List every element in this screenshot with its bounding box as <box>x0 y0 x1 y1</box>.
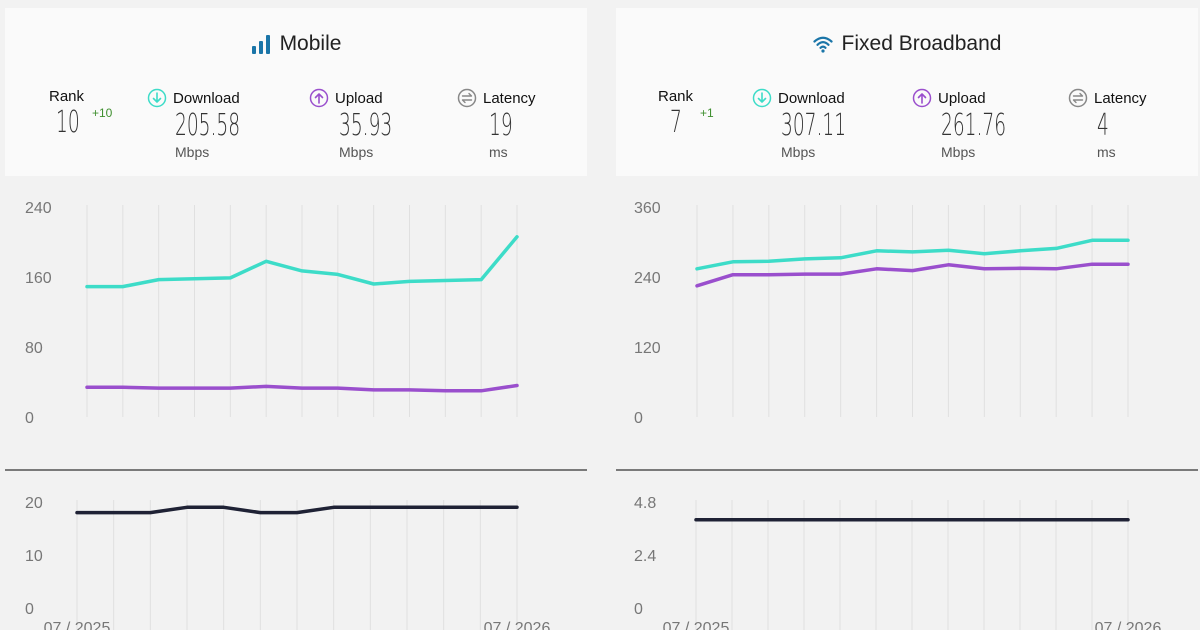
fixed-title-text: Fixed Broadband <box>841 32 1002 55</box>
fixed-panel-title: Fixed Broadband <box>616 32 1198 56</box>
fixed-broadband-chart: 360 240 120 0 4.8 2.4 0 07 / 2025 07 / 2026 <box>616 200 1198 630</box>
latency-unit: ms <box>489 144 508 160</box>
fixed-speed-y-tick-label: 360 <box>634 200 661 217</box>
mobile-speed-y-tick-label: 80 <box>25 340 43 357</box>
rank-value: 10 <box>56 105 80 140</box>
fixed-latency-y-tick-label: 2.4 <box>634 548 656 565</box>
upload-arrow-icon <box>912 88 932 108</box>
fixed-rank-stat: Rank 7 +1 <box>658 88 714 141</box>
fixed-latency-y-tick-label: 0 <box>634 601 643 618</box>
rank-label: Rank <box>658 88 694 105</box>
fixed-upload-stat: Upload 261.76 Mbps <box>912 88 1046 160</box>
upload-unit: Mbps <box>941 144 976 160</box>
latency-value: 4 <box>1097 108 1109 143</box>
fixed-latency-stat: Latency 4 ms <box>1068 88 1147 160</box>
latency-label: Latency <box>483 89 536 107</box>
signal-bars-icon <box>251 35 270 54</box>
latency-value: 19 <box>489 108 513 143</box>
rank-value: 7 <box>670 105 682 140</box>
wifi-icon <box>812 36 833 53</box>
mobile-title-text: Mobile <box>279 32 342 55</box>
mobile-chart: 240 160 80 0 20 10 0 07 / 2025 07 / 2026 <box>5 200 587 630</box>
download-unit: Mbps <box>175 144 210 160</box>
rank-change-badge: +10 <box>92 106 113 120</box>
fixed-latency-x-tick-label: 07 / 2025 <box>663 620 730 630</box>
mobile-speed-y-tick-label: 0 <box>25 410 34 427</box>
upload-label: Upload <box>938 89 986 107</box>
download-label: Download <box>173 89 240 107</box>
latency-icon <box>1068 88 1088 108</box>
download-value: 307.11 <box>781 108 847 143</box>
download-arrow-icon <box>752 88 772 108</box>
upload-value: 35.93 <box>339 108 393 143</box>
mobile-latency-x-tick-label: 07 / 2026 <box>484 620 551 630</box>
mobile-latency-stat: Latency 19 ms <box>457 88 536 160</box>
rank-label: Rank <box>49 88 85 105</box>
mobile-upload-stat: Upload 35.93 Mbps <box>309 88 425 160</box>
download-unit: Mbps <box>781 144 816 160</box>
latency-unit: ms <box>1097 144 1116 160</box>
fixed-speed-y-tick-label: 0 <box>634 410 643 427</box>
mobile-download-stat: Download 205.58 Mbps <box>147 88 280 160</box>
fixed-latency-x-tick-label: 07 / 2026 <box>1095 620 1162 630</box>
mobile-panel-title: Mobile <box>5 32 587 56</box>
fixed-broadband-panel: Fixed Broadband Rank 7 +1 Download 307.1… <box>616 0 1198 630</box>
latency-icon <box>457 88 477 108</box>
mobile-latency-y-tick-label: 20 <box>25 495 43 512</box>
latency-label: Latency <box>1094 89 1147 107</box>
rank-change-badge: +1 <box>700 106 714 120</box>
download-label: Download <box>778 89 845 107</box>
download-arrow-icon <box>147 88 167 108</box>
mobile-latency-x-tick-label: 07 / 2025 <box>44 620 111 630</box>
mobile-panel: Mobile Rank 10 +10 Download 205.58 Mbps <box>5 0 587 630</box>
upload-arrow-icon <box>309 88 329 108</box>
mobile-rank-stat: Rank 10 +10 <box>49 88 112 141</box>
mobile-latency-y-tick-label: 10 <box>25 548 43 565</box>
upload-value: 261.76 <box>941 108 1007 143</box>
mobile-speed-y-tick-label: 160 <box>25 270 52 287</box>
mobile-latency-y-tick-label: 0 <box>25 601 34 618</box>
fixed-latency-y-tick-label: 4.8 <box>634 495 656 512</box>
upload-unit: Mbps <box>339 144 374 160</box>
mobile-stats-card: Mobile Rank 10 +10 Download 205.58 Mbps <box>5 8 587 176</box>
mobile-speed-y-tick-label: 240 <box>25 200 52 217</box>
fixed-download-stat: Download 307.11 Mbps <box>752 88 886 160</box>
upload-label: Upload <box>335 89 383 107</box>
fixed-stats-card: Fixed Broadband Rank 7 +1 Download 307.1… <box>616 8 1198 176</box>
download-value: 205.58 <box>175 108 241 143</box>
fixed-speed-y-tick-label: 120 <box>634 340 661 357</box>
fixed-speed-y-tick-label: 240 <box>634 270 661 287</box>
